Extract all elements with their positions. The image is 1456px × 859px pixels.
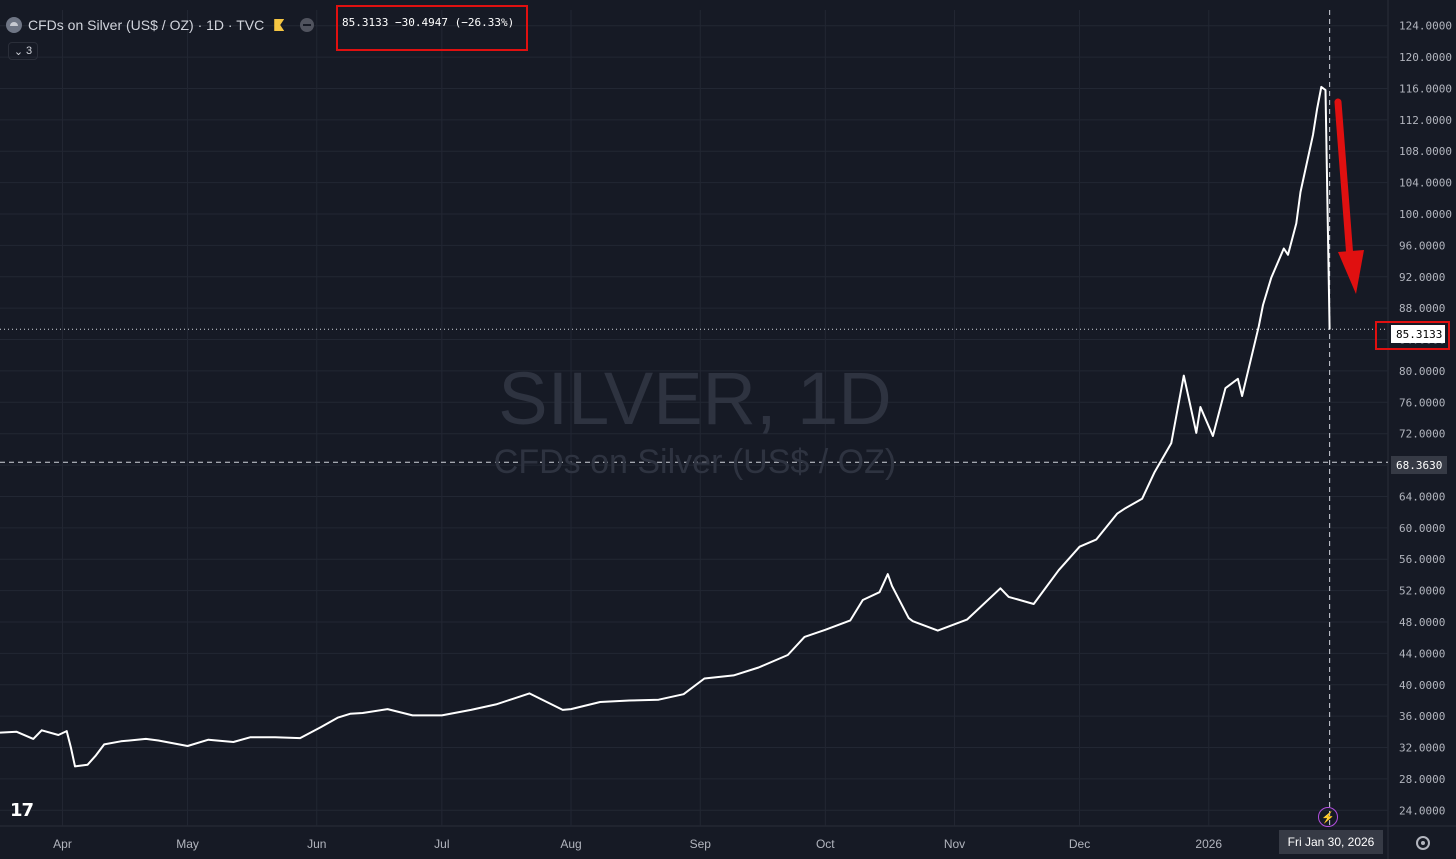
y-tick-label: 32.0000 bbox=[1399, 742, 1445, 755]
x-tick-label: Nov bbox=[944, 837, 965, 851]
highlight-box-legend bbox=[336, 5, 528, 51]
y-tick-label: 96.0000 bbox=[1399, 239, 1445, 252]
x-tick-label: Dec bbox=[1069, 837, 1090, 851]
y-tick-label: 88.0000 bbox=[1399, 302, 1445, 315]
x-tick-label: Sep bbox=[690, 837, 712, 851]
price-series-line bbox=[0, 85, 1331, 768]
watermark-title: SILVER, 1D bbox=[498, 357, 892, 440]
y-tick-label: 120.0000 bbox=[1399, 51, 1452, 64]
market-status-icon[interactable] bbox=[300, 18, 315, 32]
lightning-icon[interactable]: ⚡ bbox=[1318, 807, 1338, 827]
x-tick-label: Aug bbox=[560, 837, 581, 851]
x-tick-label: Oct bbox=[816, 837, 835, 851]
watermark-subtitle: CFDs on Silver (US$ / OZ) bbox=[493, 443, 897, 481]
x-tick-label: Jul bbox=[434, 837, 449, 851]
y-tick-label: 52.0000 bbox=[1399, 585, 1445, 598]
flag-icon[interactable] bbox=[274, 19, 285, 31]
y-tick-label: 80.0000 bbox=[1399, 365, 1445, 378]
silver-icon bbox=[6, 17, 22, 33]
symbol-legend[interactable]: CFDs on Silver (US$ / OZ) · 1D · TVC bbox=[6, 14, 315, 36]
highlight-box-price bbox=[1375, 321, 1450, 350]
arrow-head bbox=[1338, 250, 1364, 294]
y-tick-label: 36.0000 bbox=[1399, 710, 1445, 723]
ohlc-values: 85.3133 −30.4947 (−26.33%) bbox=[342, 16, 515, 29]
last-price-tag: 85.3133 bbox=[1391, 325, 1445, 343]
y-tick-label: 60.0000 bbox=[1399, 522, 1445, 535]
indicators-toggle-button[interactable]: ⌄ 3 bbox=[8, 42, 38, 60]
y-tick-label: 108.0000 bbox=[1399, 145, 1452, 158]
arrow-shaft bbox=[1334, 98, 1354, 262]
chevron-down-icon: ⌄ bbox=[13, 45, 24, 58]
y-tick-label: 112.0000 bbox=[1399, 114, 1452, 127]
down-arrow-annotation bbox=[1334, 98, 1364, 294]
y-tick-label: 104.0000 bbox=[1399, 177, 1452, 190]
y-tick-label: 28.0000 bbox=[1399, 773, 1445, 786]
y-tick-label: 76.0000 bbox=[1399, 396, 1445, 409]
gear-icon[interactable] bbox=[1416, 836, 1430, 850]
time-axis: Apr May Jun Jul Aug Sep Oct Nov Dec 2026 bbox=[53, 837, 1222, 851]
y-tick-label: 48.0000 bbox=[1399, 616, 1445, 629]
x-tick-label: Apr bbox=[53, 837, 72, 851]
x-tick-label: 2026 bbox=[1195, 837, 1222, 851]
reference-lines bbox=[0, 10, 1388, 826]
y-tick-label: 24.0000 bbox=[1399, 804, 1445, 817]
y-tick-label: 116.0000 bbox=[1399, 82, 1452, 95]
x-tick-label: Jun bbox=[307, 837, 326, 851]
y-tick-label: 72.0000 bbox=[1399, 428, 1445, 441]
y-tick-label: 124.0000 bbox=[1399, 20, 1452, 33]
x-tick-label: May bbox=[176, 837, 199, 851]
y-tick-label: 44.0000 bbox=[1399, 647, 1445, 660]
crosshair-price-tag: 68.3630 bbox=[1391, 456, 1447, 474]
y-tick-label: 100.0000 bbox=[1399, 208, 1452, 221]
y-tick-label: 92.0000 bbox=[1399, 271, 1445, 284]
indicator-count: 3 bbox=[26, 45, 33, 57]
price-axis: 24.0000 28.0000 32.0000 36.0000 40.0000 44.00… bbox=[1399, 20, 1452, 818]
y-tick-label: 56.0000 bbox=[1399, 553, 1445, 566]
symbol-text[interactable]: CFDs on Silver (US$ / OZ) · 1D · TVC bbox=[28, 17, 265, 33]
tradingview-logo[interactable]: 17 bbox=[10, 800, 34, 821]
y-tick-label: 40.0000 bbox=[1399, 679, 1445, 692]
y-tick-label: 64.0000 bbox=[1399, 490, 1445, 503]
crosshair-date-tag: Fri Jan 30, 2026 bbox=[1279, 830, 1383, 854]
